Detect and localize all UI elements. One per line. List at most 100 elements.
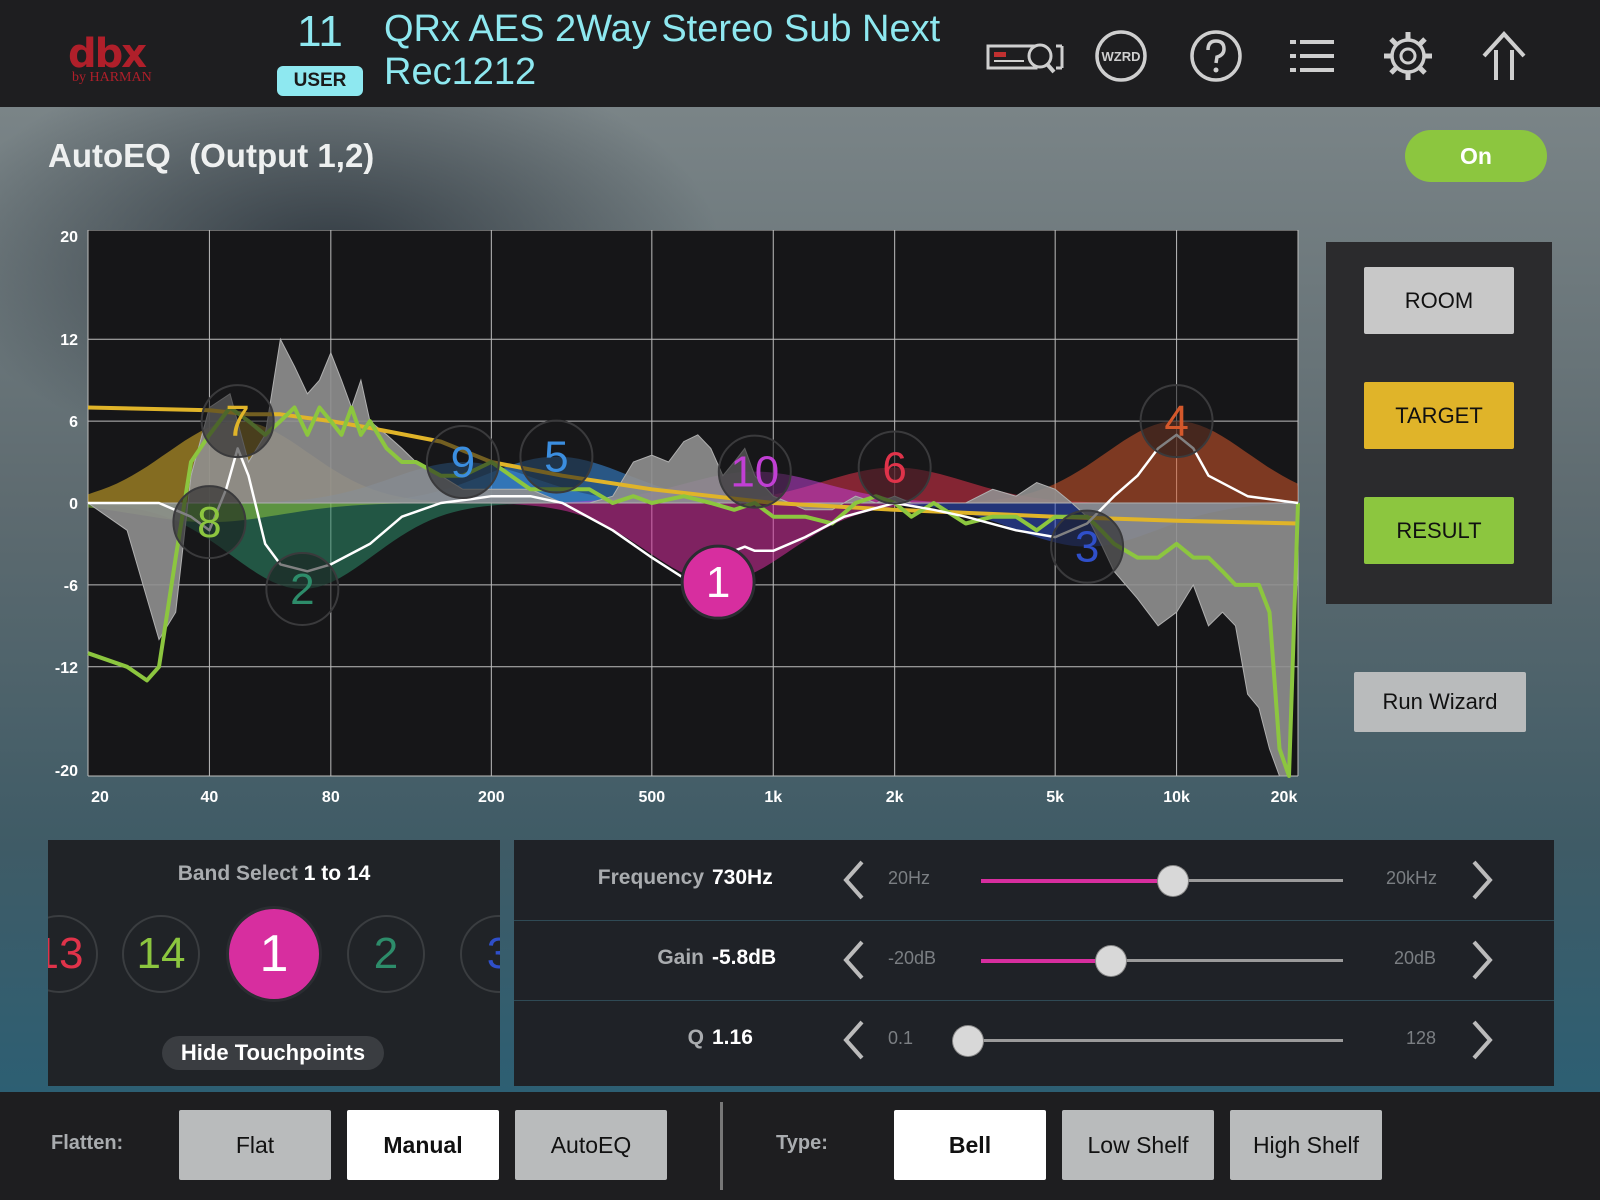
gain-slider-track[interactable] (981, 959, 1343, 962)
frequency-increase-chevron-icon[interactable] (1466, 858, 1496, 902)
band-select-label: Band Select (177, 862, 298, 885)
band-chip-1-selected[interactable]: 1 (226, 906, 322, 1002)
gain-increase-chevron-icon[interactable] (1466, 938, 1496, 982)
band-marker-circle (519, 419, 594, 494)
autoeq-button[interactable]: AutoEQ (515, 1110, 667, 1180)
band-select-range: 1 to 14 (303, 862, 371, 885)
band-marker-circle (717, 434, 792, 509)
band-marker-4[interactable]: 4 (1139, 384, 1214, 459)
help-icon[interactable] (1188, 28, 1244, 84)
band-select-title: Band Select 1 to 14 (48, 862, 500, 886)
q-row: Q 1.16 0.1 128 (514, 1000, 1554, 1080)
wizard-icon[interactable]: WZRD (1093, 28, 1149, 84)
band-marker-circle (1139, 384, 1214, 459)
preset-number[interactable]: 11 (297, 7, 343, 56)
band-marker-5[interactable]: 5 (519, 419, 594, 494)
band-marker-circle (857, 430, 932, 505)
gain-min: -20dB (888, 948, 937, 968)
low-shelf-button[interactable]: Low Shelf (1062, 1110, 1214, 1180)
gear-icon[interactable] (1380, 28, 1436, 84)
band-chip-label: 3 (486, 929, 500, 978)
frequency-min: 20Hz (888, 868, 931, 888)
band-chip-3[interactable]: 3 (460, 915, 500, 993)
band-marker-circle (172, 485, 247, 560)
band-marker-label: 8 (197, 498, 221, 547)
hide-touchpoints-button[interactable]: Hide Touchpoints (162, 1036, 384, 1070)
band-chip-2[interactable]: 2 (347, 915, 425, 993)
band-fill-1 (415, 503, 1021, 583)
result-button[interactable]: RESULT (1364, 497, 1514, 564)
q-max: 128 (1406, 1028, 1437, 1048)
curve-view-panel: ROOM TARGET RESULT (1326, 242, 1552, 604)
x-tick-label: 20 (91, 789, 109, 806)
q-min: 0.1 (888, 1028, 914, 1048)
band-chip-14[interactable]: 14 (122, 915, 200, 993)
list-icon[interactable] (1284, 28, 1340, 84)
band-marker-circle (1050, 509, 1125, 584)
x-tick-label: 200 (478, 789, 505, 806)
high-shelf-button[interactable]: High Shelf (1230, 1110, 1382, 1180)
band-marker-3[interactable]: 3 (1050, 509, 1125, 584)
gain-value[interactable]: -5.8dB (712, 946, 777, 969)
band-marker-label: 9 (451, 438, 475, 487)
y-tick-label: 12 (60, 332, 78, 349)
top-bar: dbx by HARMAN 11 USER QRx AES 2Way Stere… (0, 0, 1600, 107)
frequency-max: 20kHz (1386, 868, 1438, 888)
x-tick-label: 80 (322, 789, 340, 806)
q-value[interactable]: 1.16 (712, 1026, 753, 1049)
band-marker-8[interactable]: 8 (172, 485, 247, 560)
band-select-panel: Band Select 1 to 14 13 14 1 2 3 Hide Tou… (48, 840, 500, 1086)
home-icon[interactable] (1476, 28, 1532, 84)
run-wizard-button[interactable]: Run Wizard (1354, 672, 1526, 732)
gain-decrease-chevron-icon[interactable] (840, 938, 870, 982)
result-curve (87, 405, 1300, 778)
band-marker-1[interactable]: 1 (680, 544, 756, 620)
y-tick-label: -20 (55, 763, 78, 780)
q-increase-chevron-icon[interactable] (1466, 1018, 1496, 1062)
logo-text: dbx (68, 31, 147, 77)
preset-name[interactable]: QRx AES 2Way Stereo Sub Next Rec1212 (384, 8, 941, 93)
y-tick-label: -6 (64, 578, 78, 595)
gain-slider-fill (981, 959, 1112, 963)
q-decrease-chevron-icon[interactable] (840, 1018, 870, 1062)
gain-label: Gain (657, 946, 704, 969)
gain-row: Gain -5.8dB -20dB 20dB (514, 920, 1554, 1001)
band-chip-13[interactable]: 13 (48, 915, 98, 993)
q-slider-thumb[interactable] (953, 1026, 983, 1056)
y-tick-label: -12 (55, 660, 78, 677)
flatten-label: Flatten: (51, 1132, 124, 1154)
band-marker-7[interactable]: 7 (200, 384, 275, 459)
band-marker-2[interactable]: 2 (265, 551, 340, 626)
dbx-logo: dbx by HARMAN (68, 34, 152, 86)
target-button[interactable]: TARGET (1364, 382, 1514, 449)
q-slider-track[interactable] (968, 1039, 1343, 1042)
band-marker-label: 10 (730, 448, 779, 497)
band-marker-circle (265, 551, 340, 626)
y-tick-label: 20 (60, 230, 78, 246)
wizard-icon-text: WZRD (1102, 49, 1141, 64)
frequency-slider-thumb[interactable] (1157, 866, 1188, 896)
device-view-icon[interactable] (984, 28, 1068, 84)
flat-button[interactable]: Flat (179, 1110, 331, 1180)
y-tick-label: 6 (69, 414, 78, 431)
frequency-decrease-chevron-icon[interactable] (840, 858, 870, 902)
frequency-value[interactable]: 730Hz (712, 866, 773, 889)
band-marker-6[interactable]: 6 (857, 430, 932, 505)
autoeq-on-toggle[interactable]: On (1405, 130, 1547, 182)
band-marker-circle (425, 425, 500, 500)
band-chip-label: 2 (373, 929, 399, 978)
bottom-divider (720, 1102, 723, 1190)
band-marker-9[interactable]: 9 (425, 425, 500, 500)
band-marker-10[interactable]: 10 (717, 434, 792, 509)
manual-button[interactable]: Manual (347, 1110, 499, 1180)
room-button[interactable]: ROOM (1364, 267, 1514, 334)
x-tick-label: 1k (764, 789, 782, 806)
bell-button[interactable]: Bell (894, 1110, 1046, 1180)
band-parameters-panel: Frequency 730Hz 20Hz 20kHz Gain -5.8dB -… (514, 840, 1554, 1086)
gain-slider-thumb[interactable] (1096, 946, 1127, 976)
band-marker-circle (200, 384, 275, 459)
band-marker-label: 1 (706, 558, 730, 607)
band-marker-label: 4 (1164, 397, 1188, 446)
